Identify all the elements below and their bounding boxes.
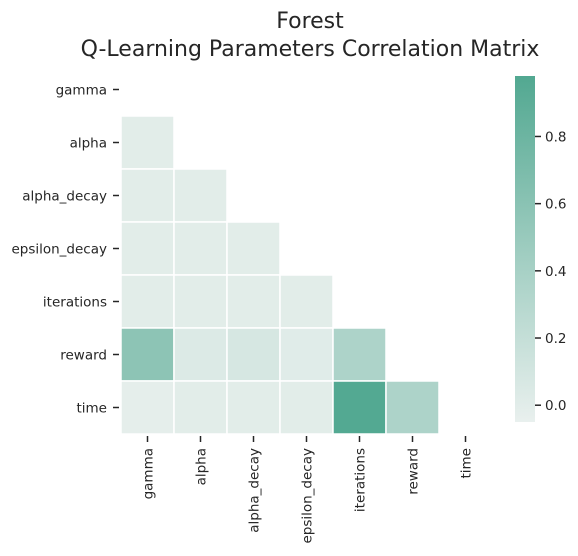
x-tick-label: iterations (353, 448, 369, 512)
heatmap-cell-reward-alpha_decay (226, 327, 281, 382)
heatmap-cell-iterations-epsilon_decay (279, 274, 334, 329)
x-tick-label: alpha_decay (247, 448, 263, 533)
y-tick-label: iterations (43, 295, 107, 311)
heatmap-cell-time-alpha_decay (226, 380, 281, 435)
y-tick-label: reward (60, 348, 107, 364)
heatmap-cells (120, 115, 440, 435)
colorbar-axis: 0.0 0.2 0.4 0.6 0.8 (535, 129, 566, 414)
heatmap-cell-iterations-alpha (173, 274, 228, 329)
colorbar-tick-label: 0.8 (545, 129, 566, 145)
y-tick-label: alpha (70, 136, 107, 152)
x-tick-label: gamma (141, 448, 157, 499)
heatmap-cell-alpha-gamma (120, 115, 175, 170)
heatmap-cell-time-epsilon_decay (279, 380, 334, 435)
x-tick-label: alpha (194, 448, 210, 485)
colorbar-tick-label: 0.2 (545, 331, 566, 347)
heatmap-cell-time-iterations (332, 380, 387, 435)
heatmap-cell-reward-gamma (120, 327, 175, 382)
y-tick-label: alpha_decay (22, 189, 107, 205)
y-axis: gamma alpha alpha_decay epsilon_decayiterat… (11, 83, 119, 417)
x-tick-label: time (459, 448, 475, 479)
heatmap-cell-time-alpha (173, 380, 228, 435)
heatmap-cell-time-gamma (120, 380, 175, 435)
x-tick-label: epsilon_decay (300, 448, 316, 544)
heatmap-cell-reward-epsilon_decay (279, 327, 334, 382)
heatmap-cell-alpha_decay-gamma (120, 168, 175, 223)
chart-subtitle: Q-Learning Parameters Correlation Matrix (81, 37, 540, 62)
heatmap-cell-epsilon_decay-alpha_decay (226, 221, 281, 276)
heatmap-cell-epsilon_decay-gamma (120, 221, 175, 276)
colorbar (515, 76, 535, 422)
heatmap-cell-time-reward (385, 380, 440, 435)
x-axis: gamma alpha alpha_decay epsilon_decay iterat… (141, 436, 475, 544)
heatmap-cell-reward-iterations (332, 327, 387, 382)
heatmap-cell-reward-alpha (173, 327, 228, 382)
chart-title: Forest (276, 9, 344, 34)
colorbar-tick-label: 0.0 (545, 398, 566, 414)
y-tick-label: epsilon_decay (11, 242, 107, 258)
heatmap-cell-alpha_decay-alpha (173, 168, 228, 223)
x-tick-label: reward (406, 448, 422, 495)
heatmap-cell-iterations-alpha_decay (226, 274, 281, 329)
y-tick-label: time (76, 401, 107, 417)
y-tick-label: gamma (56, 83, 107, 99)
heatmap-cell-epsilon_decay-alpha (173, 221, 228, 276)
colorbar-tick-label: 0.6 (545, 197, 566, 213)
colorbar-tick-label: 0.4 (545, 264, 566, 280)
heatmap-cell-iterations-gamma (120, 274, 175, 329)
